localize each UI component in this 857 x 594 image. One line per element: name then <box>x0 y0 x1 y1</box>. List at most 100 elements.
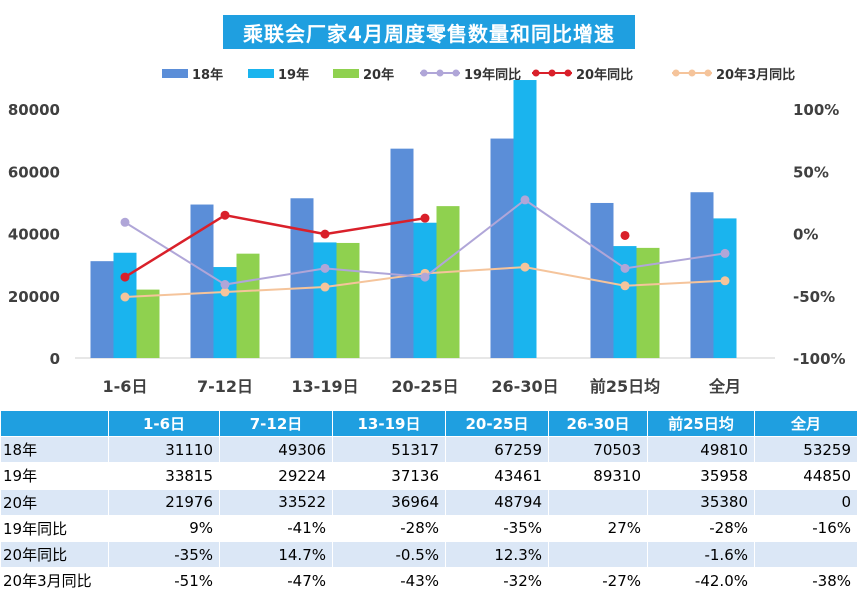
table-header-cell: 前25日均 <box>648 411 755 437</box>
table-cell: 48794 <box>446 489 549 515</box>
y-left-tick-label: 60000 <box>8 163 60 181</box>
bar-20年 <box>237 254 260 358</box>
table-header-cell: 全月 <box>755 411 857 437</box>
point-19年同比 <box>521 195 530 204</box>
y-right-tick-label: -100% <box>793 350 846 368</box>
table-cell <box>549 489 648 515</box>
table-header-cell: 26-30日 <box>549 411 648 437</box>
table-row: 20年3月同比-51%-47%-43%-32%-27%-42.0%-38% <box>1 568 857 594</box>
point-19年同比 <box>721 249 730 258</box>
point-20年同比 <box>321 230 330 239</box>
table-cell: -38% <box>755 568 857 594</box>
table-row: 20年同比-35%14.7%-0.5%12.3%-1.6% <box>1 541 857 567</box>
table-header-cell: 1-6日 <box>109 411 220 437</box>
table-cell: -42.0% <box>648 568 755 594</box>
bar-19年 <box>714 218 737 358</box>
y-right-tick-label: 50% <box>793 163 829 181</box>
table-cell: -35% <box>446 515 549 541</box>
table-cell: 51317 <box>333 437 446 463</box>
table-cell: 29224 <box>220 463 333 489</box>
table-cell: -32% <box>446 568 549 594</box>
table-cell: 9% <box>109 515 220 541</box>
table-cell: 35380 <box>648 489 755 515</box>
table-cell: 49306 <box>220 437 333 463</box>
table-cell: 37136 <box>333 463 446 489</box>
bar-18年 <box>391 149 414 358</box>
table-cell: 36964 <box>333 489 446 515</box>
table-row-label: 20年同比 <box>1 541 109 567</box>
table-cell: -1.6% <box>648 541 755 567</box>
bar-18年 <box>91 261 114 358</box>
bar-18年 <box>191 205 214 358</box>
table-cell: 27% <box>549 515 648 541</box>
point-20年同比 <box>121 273 130 282</box>
point-19年同比 <box>421 273 430 282</box>
table-cell: 33815 <box>109 463 220 489</box>
point-20年3月同比 <box>321 283 330 292</box>
bar-18年 <box>291 198 314 358</box>
table-row-label: 20年3月同比 <box>1 568 109 594</box>
y-right-tick-label: 100% <box>793 101 839 119</box>
y-right-tick-label: -50% <box>793 288 835 306</box>
point-20年同比 <box>621 231 630 240</box>
point-19年同比 <box>621 264 630 273</box>
point-19年同比 <box>121 218 130 227</box>
table-cell: -28% <box>648 515 755 541</box>
table-cell: 44850 <box>755 463 857 489</box>
table-header-cell: 13-19日 <box>333 411 446 437</box>
x-tick-label: 26-30日 <box>491 377 558 396</box>
x-tick-label: 全月 <box>708 377 741 396</box>
table-cell: 70503 <box>549 437 648 463</box>
point-19年同比 <box>221 280 230 289</box>
bar-19年 <box>114 253 137 358</box>
table-header-cell <box>1 411 109 437</box>
table-row-label: 19年 <box>1 463 109 489</box>
x-tick-label: 1-6日 <box>103 377 148 396</box>
table-cell: 53259 <box>755 437 857 463</box>
table-cell: -0.5% <box>333 541 446 567</box>
table-cell <box>549 541 648 567</box>
point-20年3月同比 <box>721 276 730 285</box>
table-cell: 21976 <box>109 489 220 515</box>
table-cell: 49810 <box>648 437 755 463</box>
y-left-tick-label: 0 <box>50 350 60 368</box>
table-cell: -47% <box>220 568 333 594</box>
y-left-tick-label: 40000 <box>8 226 60 244</box>
table-cell: 31110 <box>109 437 220 463</box>
point-20年3月同比 <box>621 281 630 290</box>
table-row-label: 18年 <box>1 437 109 463</box>
x-tick-label: 7-12日 <box>197 377 253 396</box>
chart-svg: 0 20000 40000 60000 80000 -100% -50% 0% 50% 100% 1… <box>0 0 857 410</box>
table-cell: 14.7% <box>220 541 333 567</box>
point-20年3月同比 <box>521 263 530 272</box>
y-left-tick-label: 80000 <box>8 101 60 119</box>
table-cell: 0 <box>755 489 857 515</box>
table-cell: -43% <box>333 568 446 594</box>
table-cell <box>755 541 857 567</box>
line-20年同比 <box>125 215 425 277</box>
bar-20年 <box>337 243 360 358</box>
table-cell: -27% <box>549 568 648 594</box>
table-cell: 43461 <box>446 463 549 489</box>
bar-19年 <box>514 80 537 358</box>
table-cell: 12.3% <box>446 541 549 567</box>
table-cell: -28% <box>333 515 446 541</box>
bar-19年 <box>414 223 437 358</box>
table-row-label: 20年 <box>1 489 109 515</box>
table-header-cell: 7-12日 <box>220 411 333 437</box>
table-cell: -16% <box>755 515 857 541</box>
bar-19年 <box>314 242 337 358</box>
y-right-tick-label: 0% <box>793 226 818 244</box>
y-left-tick-label: 20000 <box>8 288 60 306</box>
table-row-label: 19年同比 <box>1 515 109 541</box>
table-cell: -51% <box>109 568 220 594</box>
table-cell: 33522 <box>220 489 333 515</box>
x-tick-label: 前25日均 <box>590 377 660 396</box>
table-cell: 35958 <box>648 463 755 489</box>
